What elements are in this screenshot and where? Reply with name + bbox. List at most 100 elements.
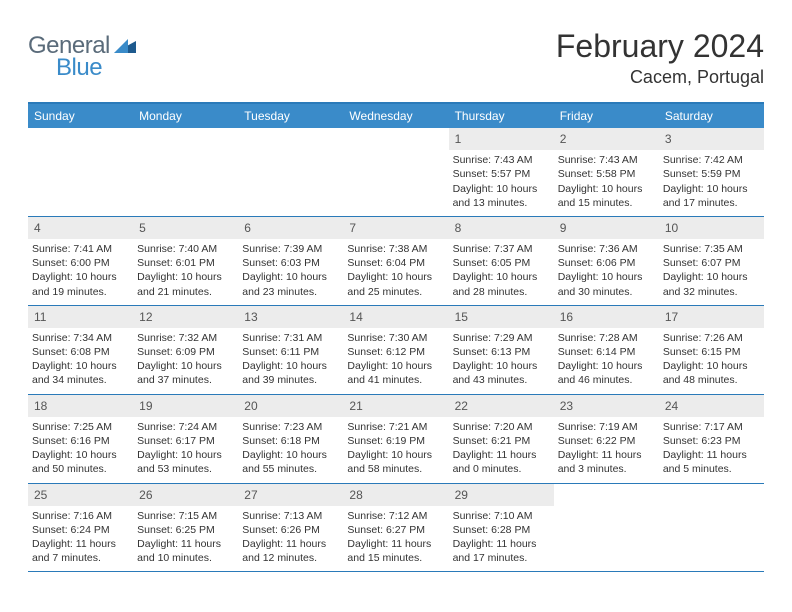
- sunset-text: Sunset: 6:07 PM: [663, 256, 760, 270]
- daylight-text: Daylight: 10 hours and 23 minutes.: [242, 270, 339, 298]
- day-number: [28, 128, 133, 150]
- sunset-text: Sunset: 6:03 PM: [242, 256, 339, 270]
- daylight-text: Daylight: 10 hours and 39 minutes.: [242, 359, 339, 387]
- sunrise-text: Sunrise: 7:39 AM: [242, 242, 339, 256]
- sunset-text: Sunset: 6:21 PM: [453, 434, 550, 448]
- sunset-text: Sunset: 5:57 PM: [453, 167, 550, 181]
- dow-friday: Friday: [554, 104, 659, 128]
- daylight-text: Daylight: 11 hours and 7 minutes.: [32, 537, 129, 565]
- day-empty: [343, 128, 448, 216]
- calendar-grid: SundayMondayTuesdayWednesdayThursdayFrid…: [28, 102, 764, 572]
- day-empty: [659, 484, 764, 572]
- sunrise-text: Sunrise: 7:29 AM: [453, 331, 550, 345]
- sunset-text: Sunset: 6:13 PM: [453, 345, 550, 359]
- sunset-text: Sunset: 6:14 PM: [558, 345, 655, 359]
- week-row: 4 Sunrise: 7:41 AMSunset: 6:00 PM Daylight…: [28, 217, 764, 306]
- day-2: 2Sunrise: 7:43 AMSunset: 5:58 PMDaylight…: [554, 128, 659, 216]
- week-row: 25Sunrise: 7:16 AMSunset: 6:24 PMDayligh…: [28, 484, 764, 573]
- sunset-text: Sunset: 5:58 PM: [558, 167, 655, 181]
- day-number: 11: [28, 306, 133, 328]
- day-number: 23: [554, 395, 659, 417]
- sunset-text: Sunset: 6:04 PM: [347, 256, 444, 270]
- sunrise-text: Sunrise: 7:15 AM: [137, 509, 234, 523]
- sunrise-text: Sunrise: 7:30 AM: [347, 331, 444, 345]
- dow-saturday: Saturday: [659, 104, 764, 128]
- sunset-text: Sunset: 6:09 PM: [137, 345, 234, 359]
- day-number: [659, 484, 764, 506]
- sunrise-text: Sunrise: 7:31 AM: [242, 331, 339, 345]
- daylight-text: Daylight: 10 hours and 13 minutes.: [453, 182, 550, 210]
- day-5: 5Sunrise: 7:40 AMSunset: 6:01 PMDaylight…: [133, 217, 238, 305]
- sunrise-text: Sunrise: 7:13 AM: [242, 509, 339, 523]
- sunset-text: Sunset: 6:00 PM: [32, 256, 129, 270]
- sunset-text: Sunset: 6:26 PM: [242, 523, 339, 537]
- sunrise-text: Sunrise: 7:43 AM: [453, 153, 550, 167]
- day-empty: [133, 128, 238, 216]
- daylight-text: Daylight: 10 hours and 46 minutes.: [558, 359, 655, 387]
- day-16: 16 Sunrise: 7:28 AMSunset: 6:14 PMDayligh…: [554, 306, 659, 394]
- day-number: [343, 128, 448, 150]
- sunset-text: Sunset: 6:01 PM: [137, 256, 234, 270]
- daylight-text: Daylight: 10 hours and 30 minutes.: [558, 270, 655, 298]
- sunrise-text: Sunrise: 7:16 AM: [32, 509, 129, 523]
- day-number: 17: [659, 306, 764, 328]
- daylight-text: Daylight: 10 hours and 58 minutes.: [347, 448, 444, 476]
- day-of-week-header: SundayMondayTuesdayWednesdayThursdayFrid…: [28, 104, 764, 128]
- day-empty: [238, 128, 343, 216]
- day-15: 15Sunrise: 7:29 AMSunset: 6:13 PMDayligh…: [449, 306, 554, 394]
- day-29: 29Sunrise: 7:10 AMSunset: 6:28 PMDayligh…: [449, 484, 554, 572]
- sunrise-text: Sunrise: 7:24 AM: [137, 420, 234, 434]
- sunrise-text: Sunrise: 7:34 AM: [32, 331, 129, 345]
- dow-thursday: Thursday: [449, 104, 554, 128]
- daylight-text: Daylight: 10 hours and 50 minutes.: [32, 448, 129, 476]
- daylight-text: Daylight: 10 hours and 15 minutes.: [558, 182, 655, 210]
- sunrise-text: Sunrise: 7:10 AM: [453, 509, 550, 523]
- daylight-text: Daylight: 10 hours and 32 minutes.: [663, 270, 760, 298]
- day-26: 26Sunrise: 7:15 AMSunset: 6:25 PMDayligh…: [133, 484, 238, 572]
- header: General February 2024 Cacem, Portugal: [28, 28, 764, 88]
- day-empty: [554, 484, 659, 572]
- sunset-text: Sunset: 6:05 PM: [453, 256, 550, 270]
- day-number: 22: [449, 395, 554, 417]
- day-number: 20: [238, 395, 343, 417]
- daylight-text: Daylight: 10 hours and 55 minutes.: [242, 448, 339, 476]
- sunset-text: Sunset: 6:24 PM: [32, 523, 129, 537]
- sunset-text: Sunset: 6:15 PM: [663, 345, 760, 359]
- sunrise-text: Sunrise: 7:38 AM: [347, 242, 444, 256]
- sunrise-text: Sunrise: 7:36 AM: [558, 242, 655, 256]
- day-20: 20Sunrise: 7:23 AMSunset: 6:18 PMDayligh…: [238, 395, 343, 483]
- sunrise-text: Sunrise: 7:17 AM: [663, 420, 760, 434]
- sunset-text: Sunset: 6:17 PM: [137, 434, 234, 448]
- day-9: 9 Sunrise: 7:36 AMSunset: 6:06 PMDaylight…: [554, 217, 659, 305]
- sunrise-text: Sunrise: 7:21 AM: [347, 420, 444, 434]
- month-title: February 2024: [556, 28, 764, 65]
- day-28: 28Sunrise: 7:12 AMSunset: 6:27 PMDayligh…: [343, 484, 448, 572]
- day-number: 15: [449, 306, 554, 328]
- daylight-text: Daylight: 10 hours and 37 minutes.: [137, 359, 234, 387]
- day-number: 9: [554, 217, 659, 239]
- sunset-text: Sunset: 6:27 PM: [347, 523, 444, 537]
- sunset-text: Sunset: 6:11 PM: [242, 345, 339, 359]
- day-number: 14: [343, 306, 448, 328]
- day-number: 26: [133, 484, 238, 506]
- day-number: 29: [449, 484, 554, 506]
- sunrise-text: Sunrise: 7:28 AM: [558, 331, 655, 345]
- daylight-text: Daylight: 11 hours and 3 minutes.: [558, 448, 655, 476]
- sunrise-text: Sunrise: 7:20 AM: [453, 420, 550, 434]
- day-12: 12Sunrise: 7:32 AMSunset: 6:09 PMDayligh…: [133, 306, 238, 394]
- daylight-text: Daylight: 10 hours and 25 minutes.: [347, 270, 444, 298]
- day-1: 1Sunrise: 7:43 AMSunset: 5:57 PMDaylight…: [449, 128, 554, 216]
- day-number: 5: [133, 217, 238, 239]
- day-number: 4: [28, 217, 133, 239]
- title-block: February 2024 Cacem, Portugal: [556, 28, 764, 88]
- sunset-text: Sunset: 6:19 PM: [347, 434, 444, 448]
- day-number: 25: [28, 484, 133, 506]
- sunrise-text: Sunrise: 7:25 AM: [32, 420, 129, 434]
- week-row: 11Sunrise: 7:34 AMSunset: 6:08 PMDayligh…: [28, 306, 764, 395]
- dow-sunday: Sunday: [28, 104, 133, 128]
- sunrise-text: Sunrise: 7:41 AM: [32, 242, 129, 256]
- sunset-text: Sunset: 6:25 PM: [137, 523, 234, 537]
- day-number: 16: [554, 306, 659, 328]
- sunset-text: Sunset: 6:06 PM: [558, 256, 655, 270]
- daylight-text: Daylight: 11 hours and 15 minutes.: [347, 537, 444, 565]
